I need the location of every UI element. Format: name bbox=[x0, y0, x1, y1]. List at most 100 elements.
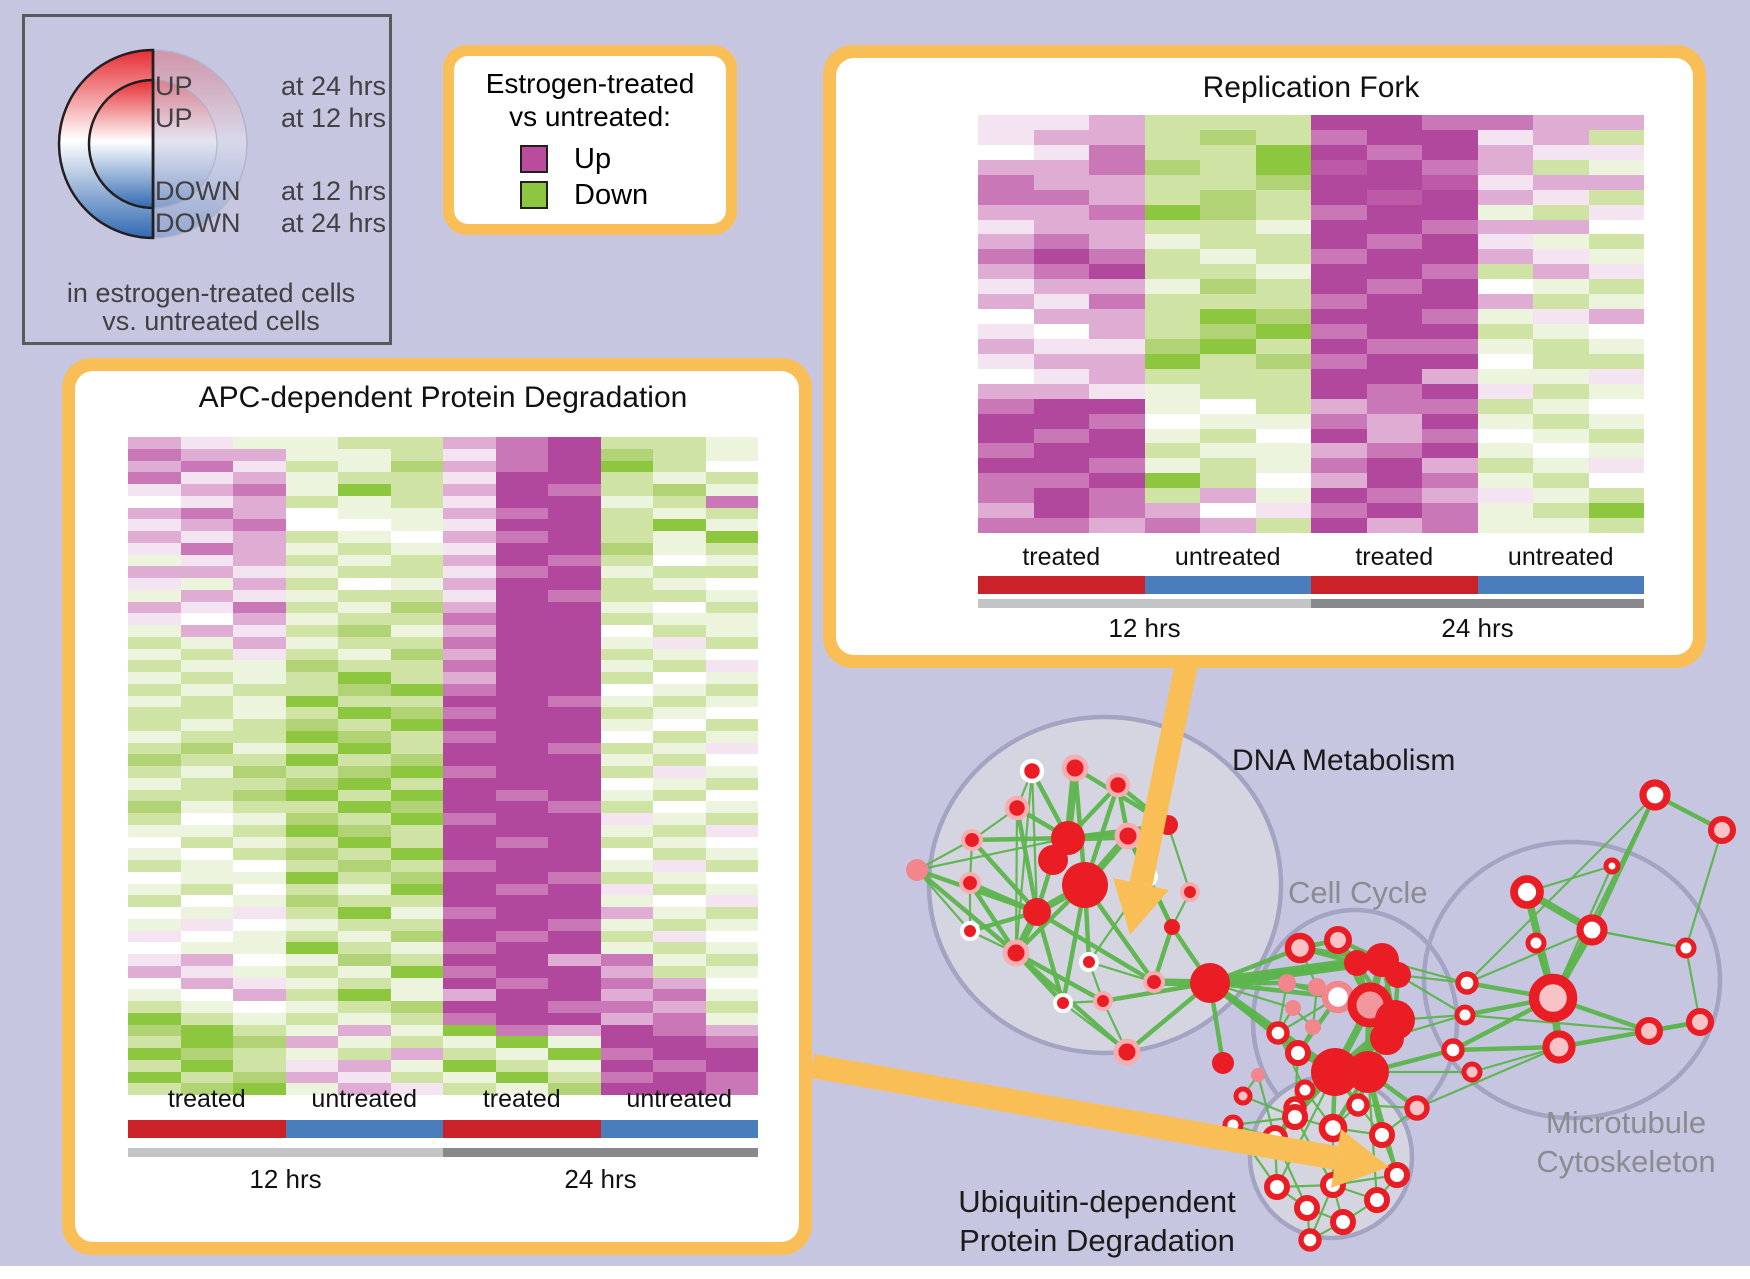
heatmap-cell bbox=[600, 789, 653, 802]
heatmap-cell bbox=[1533, 428, 1589, 444]
heatmap-cell bbox=[1311, 249, 1367, 265]
heatmap-cell bbox=[548, 1001, 601, 1013]
heatmap-cell bbox=[600, 965, 653, 978]
heatmap-cell bbox=[1422, 324, 1478, 339]
heatmap-cell bbox=[233, 719, 286, 731]
heatmap-cell bbox=[1089, 428, 1145, 444]
heatmap-cell bbox=[233, 742, 286, 755]
heatmap-cell bbox=[338, 954, 391, 966]
heatmap-cell bbox=[443, 848, 496, 860]
heatmap-cell bbox=[338, 918, 391, 931]
heatmap-cell bbox=[443, 1083, 496, 1095]
heatmap-cell bbox=[443, 871, 496, 884]
heatmap-cell bbox=[233, 625, 286, 637]
heatmap-cell bbox=[1255, 458, 1311, 474]
heatmap-cell bbox=[653, 707, 706, 719]
heatmap-cell bbox=[128, 1048, 181, 1060]
heatmap-cell bbox=[495, 754, 548, 766]
heatmap-cell bbox=[548, 519, 601, 531]
heatmap-cell bbox=[548, 695, 601, 708]
heatmap-cell bbox=[1200, 473, 1256, 489]
heatmap-cell bbox=[1200, 234, 1256, 250]
heatmap-cell bbox=[338, 789, 391, 802]
heatmap-cell bbox=[548, 672, 601, 684]
heatmap-cell bbox=[338, 777, 391, 790]
heatmap-cell bbox=[180, 1024, 233, 1037]
network-node bbox=[1576, 914, 1608, 946]
network-node bbox=[1180, 882, 1200, 902]
heatmap-cell bbox=[1366, 324, 1422, 339]
heatmap-cell bbox=[653, 942, 706, 954]
heatmap-cell bbox=[128, 625, 181, 637]
heatmap-cell bbox=[1477, 473, 1533, 489]
heatmap-cell bbox=[390, 824, 443, 837]
network-node bbox=[1282, 1104, 1308, 1130]
heatmap-cell bbox=[128, 648, 181, 661]
heatmap-cell bbox=[548, 1012, 601, 1025]
heatmap-cell bbox=[1200, 443, 1256, 459]
heatmap-cell bbox=[548, 472, 601, 484]
heatmap-cell bbox=[1089, 413, 1145, 429]
heatmap-cell bbox=[705, 648, 758, 661]
heatmap-cell bbox=[338, 942, 391, 954]
replication-fork-panel: Replication Fork treated untreated treat… bbox=[823, 45, 1706, 668]
heatmap-cell bbox=[1588, 324, 1644, 339]
heatmap-cell bbox=[600, 1059, 653, 1072]
heatmap-cell bbox=[1477, 458, 1533, 474]
heatmap-cell bbox=[1366, 204, 1422, 220]
heatmap-cell bbox=[1533, 503, 1589, 519]
heatmap-cell bbox=[338, 989, 391, 1001]
heatmap-cell bbox=[443, 507, 496, 520]
heatmap-cell bbox=[180, 930, 233, 943]
heatmap-cell bbox=[495, 472, 548, 484]
heatmap-cell bbox=[1366, 159, 1422, 175]
heatmap-cell bbox=[548, 1071, 601, 1084]
heatmap-cell bbox=[600, 448, 653, 461]
heatmap-cell bbox=[338, 448, 391, 461]
heatmap-cell bbox=[600, 907, 653, 919]
heatmap-cell bbox=[390, 672, 443, 684]
heatmap-cell bbox=[338, 1048, 391, 1060]
network-node bbox=[1285, 1040, 1311, 1066]
up-label: Up bbox=[574, 142, 612, 175]
heatmap-cell bbox=[1477, 144, 1533, 160]
heatmap-cell bbox=[653, 648, 706, 661]
heatmap-cell bbox=[705, 613, 758, 625]
heatmap-cell bbox=[653, 660, 706, 672]
heatmap-cell bbox=[600, 930, 653, 943]
heatmap-cell bbox=[705, 707, 758, 719]
heatmap-cell bbox=[705, 730, 758, 743]
heatmap-cell bbox=[128, 883, 181, 896]
heatmap-cell bbox=[1366, 428, 1422, 444]
network-node bbox=[1023, 898, 1051, 926]
heatmap-cell bbox=[600, 660, 653, 672]
heatmap-cell bbox=[443, 1071, 496, 1084]
heatmap-cell bbox=[390, 1071, 443, 1084]
heatmap-cell bbox=[443, 484, 496, 496]
heatmap-cell bbox=[653, 824, 706, 837]
network-edge bbox=[1014, 807, 1040, 913]
heatmap-cell bbox=[443, 578, 496, 590]
heatmap-cell bbox=[653, 1012, 706, 1025]
heatmap-cell bbox=[978, 264, 1034, 280]
heatmap-cell bbox=[653, 519, 706, 531]
heatmap-cell bbox=[390, 484, 443, 496]
heatmap-cell bbox=[495, 460, 548, 473]
heatmap-cell bbox=[705, 766, 758, 778]
heatmap-cell bbox=[285, 860, 338, 872]
heatmap-cell bbox=[390, 719, 443, 731]
heatmap-cell bbox=[600, 766, 653, 778]
group-label: untreated bbox=[1507, 543, 1614, 571]
heatmap-cell bbox=[390, 1048, 443, 1060]
heatmap-cell bbox=[285, 1001, 338, 1013]
heatmap-cell bbox=[1311, 488, 1367, 504]
heatmap-cell bbox=[128, 707, 181, 719]
time-label-12hrs: 12 hrs bbox=[1108, 613, 1181, 643]
heatmap-cell bbox=[495, 484, 548, 496]
heatmap-cell bbox=[1200, 398, 1256, 414]
heatmap-cell bbox=[128, 860, 181, 872]
heatmap-cell bbox=[180, 672, 233, 684]
heatmap-cell bbox=[1366, 279, 1422, 295]
heatmap-cell bbox=[1588, 264, 1644, 280]
heatmap-cell bbox=[705, 989, 758, 1001]
